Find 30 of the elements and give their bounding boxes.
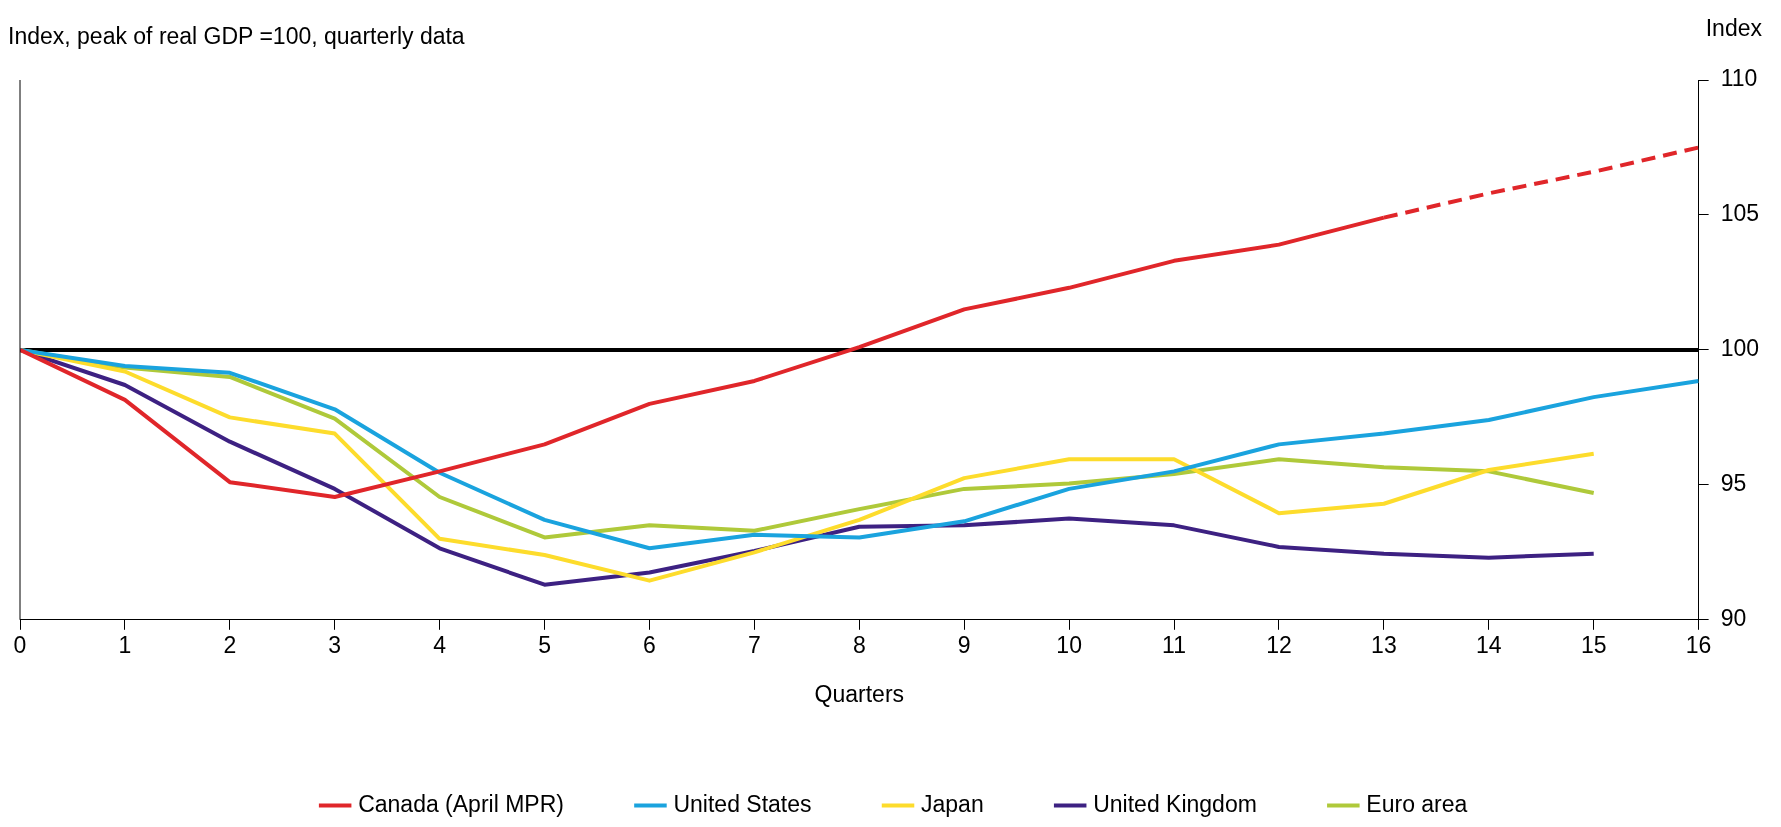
y-tick-label: 90 xyxy=(1720,605,1747,632)
x-tick-label: 4 xyxy=(433,631,447,658)
y-tick-label: 105 xyxy=(1720,200,1759,227)
legend-label: Japan xyxy=(921,790,984,817)
y-tick-label: 100 xyxy=(1720,335,1759,362)
x-tick-label: 13 xyxy=(1371,631,1397,658)
x-tick-label: 9 xyxy=(957,631,971,658)
chart-title: Index, peak of real GDP =100, quarterly data xyxy=(8,23,465,49)
x-tick-label: 16 xyxy=(1685,631,1712,658)
x-tick-label: 3 xyxy=(328,631,342,658)
y-tick-label: 95 xyxy=(1720,470,1747,497)
x-tick-label: 8 xyxy=(852,631,866,658)
legend-label: United Kingdom xyxy=(1093,790,1257,817)
x-tick-label: 15 xyxy=(1580,631,1607,658)
x-tick-label: 7 xyxy=(748,631,761,658)
y-axis-title: Index xyxy=(1705,15,1763,41)
legend-label: Canada (April MPR) xyxy=(358,790,564,817)
legend-label: Euro area xyxy=(1366,790,1468,817)
x-tick-label: 5 xyxy=(538,631,551,658)
x-tick-label: 6 xyxy=(643,631,656,658)
x-tick-label: 12 xyxy=(1266,631,1292,658)
x-tick-label: 14 xyxy=(1476,631,1502,658)
x-tick-label: 11 xyxy=(1162,631,1186,658)
x-tick-label: 0 xyxy=(13,631,27,658)
legend-label: United States xyxy=(673,790,812,817)
x-tick-label: 10 xyxy=(1056,631,1082,658)
x-tick-label: 2 xyxy=(223,631,237,658)
y-tick-label: 110 xyxy=(1720,65,1758,92)
x-tick-label: 1 xyxy=(118,631,132,658)
x-axis-title: Quarters xyxy=(814,680,905,707)
